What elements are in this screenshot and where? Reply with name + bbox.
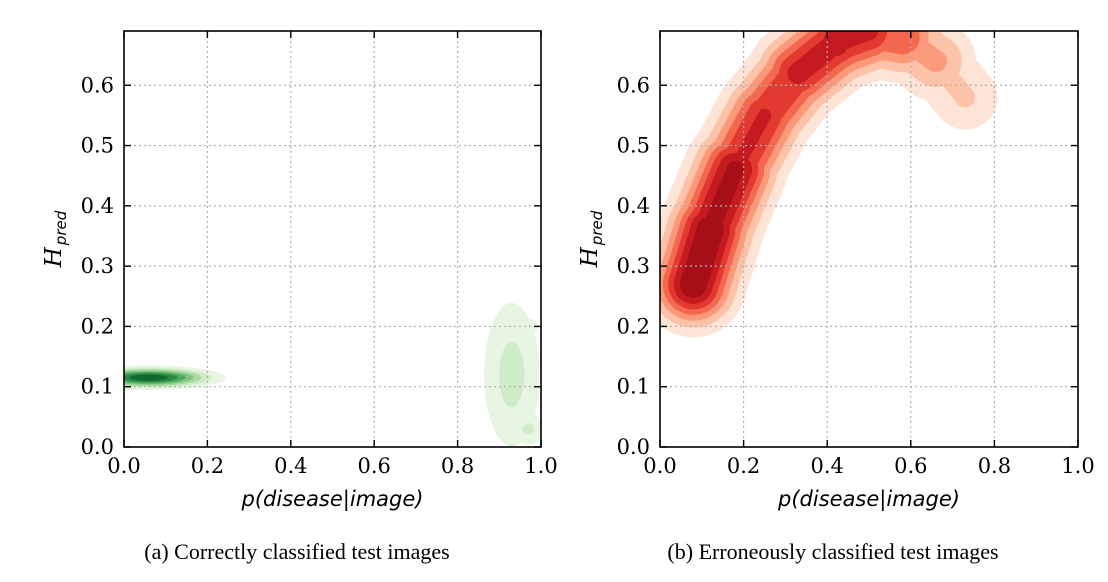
y-tick-label: 0.6 [81,73,114,97]
x-tick-label: 0.8 [441,454,474,478]
x-tick-label: 0.2 [191,454,224,478]
y-axis-label: Hpred [41,210,70,268]
y-tick-label: 0.0 [81,435,114,459]
panel-erroneously-classified: 0.0 0.2 0.4 0.6 0.8 1.0 0.0 0.1 0.2 0.3 0.4 0.5 0.6… [577,30,1095,564]
x-tick-label: 0.6 [894,454,927,478]
x-tick-label: 1.0 [1061,454,1094,478]
panel-caption: (a) Correctly classified test images [144,539,449,564]
y-tick-label: 0.3 [617,254,650,278]
grid-lines [124,31,541,447]
y-tick-labels: 0.0 0.1 0.2 0.3 0.4 0.5 0.6 [81,73,114,459]
y-tick-label: 0.5 [81,134,114,158]
contour-level-2 [499,341,525,408]
y-axis-label-subscript: pred [52,210,70,246]
y-tick-label: 0.3 [81,254,114,278]
x-tick-labels: 0.0 0.2 0.4 0.6 0.8 1.0 [107,454,557,478]
y-tick-label: 0.2 [81,314,114,338]
density-cluster [484,302,540,447]
y-axis-label-symbol: H [577,246,603,268]
panel-correctly-classified: 0.0 0.2 0.4 0.6 0.8 1.0 0.0 0.1 0.2 0.3 0.4 0.5 0.6… [41,30,558,564]
x-axis-label: p(disease|image) [777,487,960,512]
x-tick-label: 0.4 [274,454,307,478]
y-tick-label: 0.1 [81,375,114,399]
axis-ticks [659,31,1079,448]
x-tick-labels: 0.0 0.2 0.4 0.6 0.8 1.0 [643,454,1094,478]
density-contours-red [660,31,998,338]
y-axis-label-symbol: H [41,246,67,268]
y-axis-label-subscript: pred [588,210,606,246]
y-tick-labels: 0.0 0.1 0.2 0.3 0.4 0.5 0.6 [617,73,650,459]
y-tick-label: 0.5 [617,134,650,158]
contour-level-7 [129,374,169,381]
density-contours-green [124,302,541,447]
y-tick-label: 0.0 [617,435,650,459]
y-tick-label: 0.2 [617,314,650,338]
plot-frame [659,30,1079,448]
y-tick-label: 0.4 [81,194,114,218]
x-tick-label: 0.0 [643,454,676,478]
density-cluster [124,365,226,390]
y-tick-label: 0.4 [617,194,650,218]
x-tick-label: 0.4 [810,454,843,478]
density-cluster [512,413,541,445]
contour-level-7 [679,161,744,298]
y-tick-label: 0.1 [617,375,650,399]
contour-level-2 [522,423,535,435]
x-axis-label: p(disease|image) [241,487,424,512]
axis-ticks [123,31,542,448]
x-tick-label: 0.8 [978,454,1011,478]
plot-frame [123,30,542,448]
y-axis-label: Hpred [577,210,606,268]
x-tick-label: 0.0 [107,454,140,478]
x-tick-label: 0.2 [727,454,760,478]
grid-lines [660,31,1078,447]
x-tick-label: 1.0 [524,454,557,478]
x-tick-label: 0.6 [357,454,390,478]
panel-caption: (b) Erroneously classified test images [667,539,998,564]
y-tick-label: 0.6 [617,73,650,97]
